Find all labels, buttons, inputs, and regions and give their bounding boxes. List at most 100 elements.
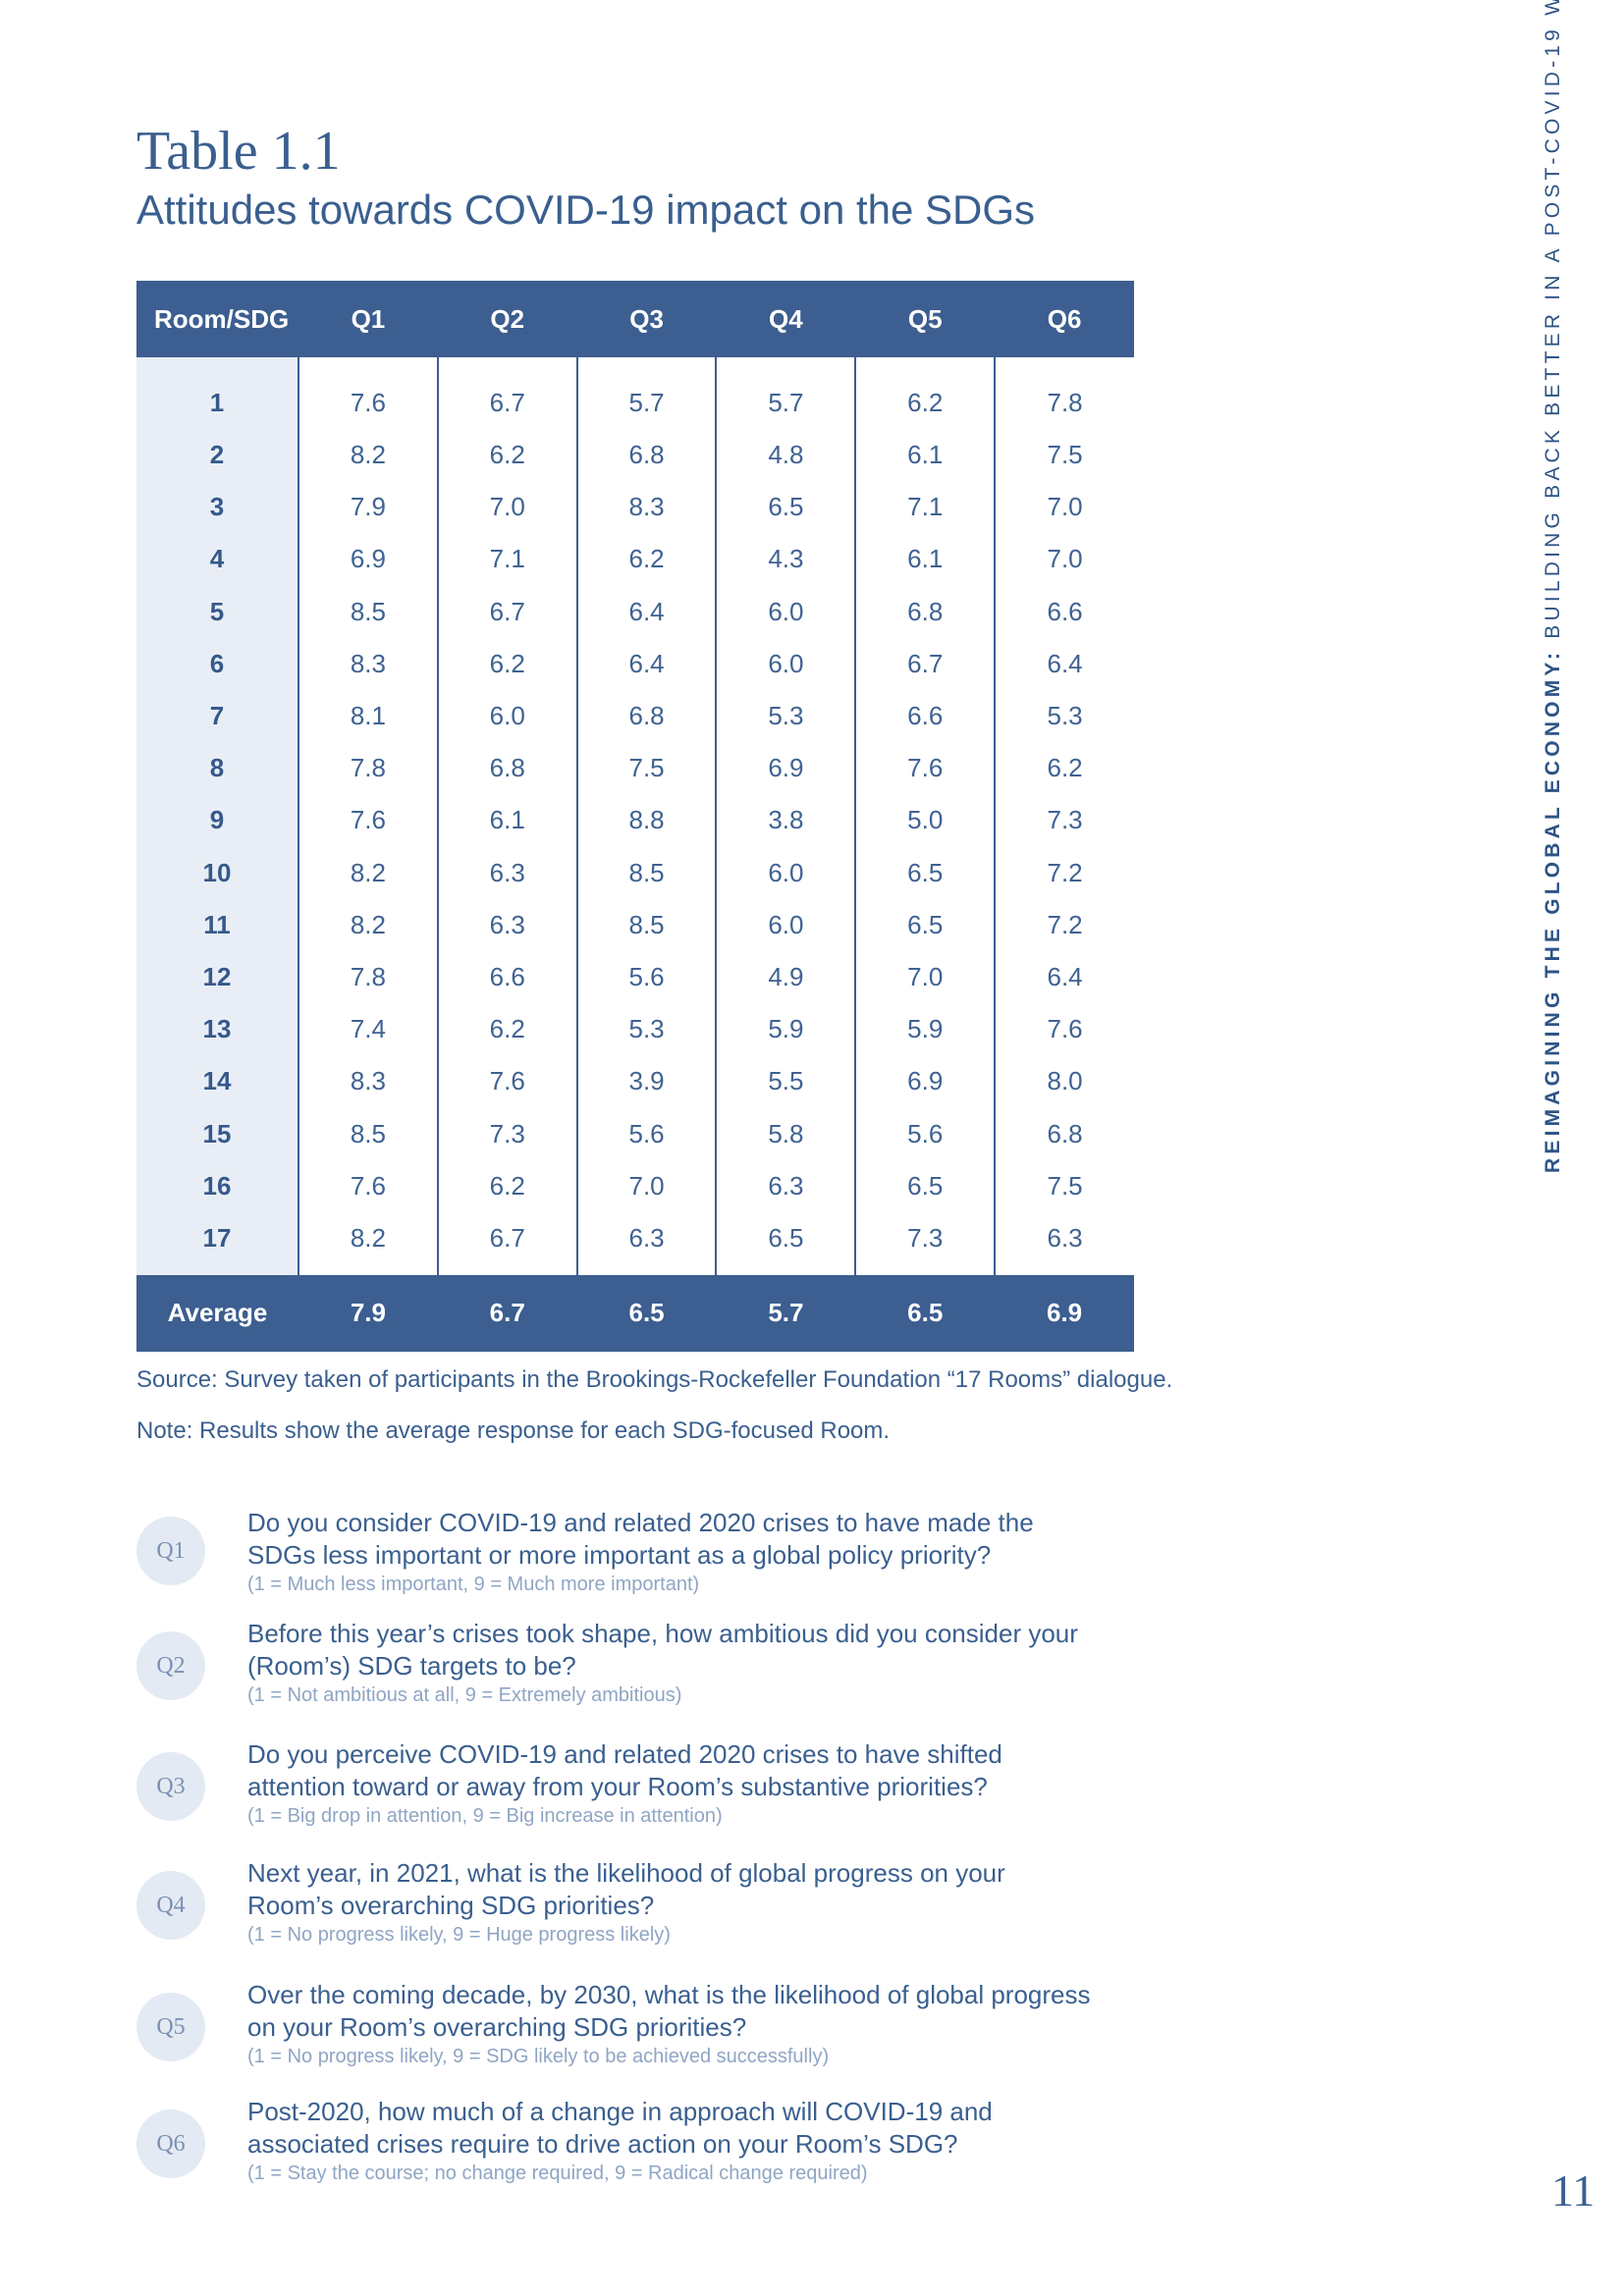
- score-cell-q1: 7.6: [298, 357, 438, 429]
- room-number: 8: [136, 742, 298, 795]
- average-q1: 7.9: [298, 1274, 438, 1352]
- room-number: 2: [136, 429, 298, 482]
- score-cell-q3: 5.3: [575, 1003, 717, 1056]
- room-number: 15: [136, 1107, 298, 1160]
- score-cell-q5: 6.8: [854, 585, 996, 638]
- table-body: 1 7.6 6.7 5.7 5.7 6.2 7.8 2 8.2 6.2 6.8 4.8 6.1 7.5 3 7…: [136, 357, 1134, 1275]
- score-cell-q1: 7.9: [298, 481, 438, 534]
- table-row: 5 8.5 6.7 6.4 6.0 6.8 6.6: [136, 585, 1134, 638]
- score-cell-q1: 8.3: [298, 637, 438, 690]
- average-q4: 5.7: [716, 1274, 856, 1352]
- score-cell-q4: 5.3: [715, 689, 856, 743]
- table-row: 16 7.6 6.2 7.0 6.3 6.5 7.5: [136, 1159, 1134, 1212]
- score-cell-q5: 6.6: [854, 689, 996, 743]
- score-cell-q1: 8.2: [298, 846, 438, 899]
- score-cell-q4: 6.5: [715, 1211, 856, 1275]
- room-number: 12: [136, 950, 298, 1004]
- score-cell-q6: 8.0: [994, 1055, 1134, 1108]
- running-header-bold: REIMAGINING THE GLOBAL ECONOMY:: [1542, 648, 1564, 1173]
- score-cell-q6: 6.4: [994, 950, 1134, 1004]
- score-cell-q6: 6.3: [994, 1211, 1134, 1275]
- score-cell-q4: 5.7: [715, 357, 856, 429]
- score-cell-q2: 6.1: [436, 794, 577, 847]
- score-cell-q2: 6.3: [436, 898, 577, 951]
- score-cell-q4: 6.0: [715, 585, 856, 638]
- table-row: 2 8.2 6.2 6.8 4.8 6.1 7.5: [136, 429, 1134, 482]
- running-header-rest: BUILDING BACK BETTER IN A POST-COVID-19 …: [1542, 0, 1564, 649]
- score-cell-q6: 7.8: [994, 357, 1134, 429]
- table-row: 15 8.5 7.3 5.6 5.8 5.6 6.8: [136, 1107, 1134, 1160]
- score-cell-q3: 7.5: [575, 742, 717, 795]
- score-cell-q3: 6.8: [575, 689, 717, 743]
- score-cell-q5: 6.2: [854, 357, 996, 429]
- score-cell-q3: 6.4: [575, 637, 717, 690]
- score-cell-q4: 6.3: [715, 1159, 856, 1212]
- score-cell-q2: 6.2: [436, 1003, 577, 1056]
- score-cell-q5: 7.1: [854, 481, 996, 534]
- score-cell-q2: 6.8: [436, 742, 577, 795]
- score-cell-q2: 6.2: [436, 637, 577, 690]
- score-cell-q3: 5.6: [575, 950, 717, 1004]
- question-badge: Q1: [136, 1517, 205, 1585]
- score-cell-q1: 8.2: [298, 898, 438, 951]
- question-text: Over the coming decade, by 2030, what is…: [247, 1980, 1091, 2042]
- room-number: 10: [136, 846, 298, 899]
- score-cell-q5: 6.5: [854, 1159, 996, 1212]
- score-cell-q6: 7.6: [994, 1003, 1134, 1056]
- score-cell-q1: 8.3: [298, 1055, 438, 1108]
- table-label: Table 1.1: [136, 121, 341, 182]
- score-cell-q6: 6.2: [994, 742, 1134, 795]
- table-row: 6 8.3 6.2 6.4 6.0 6.7 6.4: [136, 637, 1134, 690]
- question-badge: Q5: [136, 1993, 205, 2061]
- score-cell-q2: 7.6: [436, 1055, 577, 1108]
- score-cell-q6: 7.0: [994, 481, 1134, 534]
- table-row: 3 7.9 7.0 8.3 6.5 7.1 7.0: [136, 481, 1134, 534]
- table-row: 10 8.2 6.3 8.5 6.0 6.5 7.2: [136, 846, 1134, 899]
- table-row: 1 7.6 6.7 5.7 5.7 6.2 7.8: [136, 357, 1134, 429]
- room-number: 4: [136, 533, 298, 586]
- score-cell-q2: 6.7: [436, 357, 577, 429]
- score-cell-q3: 6.4: [575, 585, 717, 638]
- score-cell-q4: 6.0: [715, 637, 856, 690]
- score-cell-q3: 8.8: [575, 794, 717, 847]
- score-cell-q6: 5.3: [994, 689, 1134, 743]
- question-scale: (1 = Stay the course; no change required…: [247, 2163, 868, 2184]
- score-cell-q3: 6.3: [575, 1211, 717, 1275]
- question-text: Do you consider COVID-19 and related 202…: [247, 1508, 1034, 1570]
- question-scale: (1 = Big drop in attention, 9 = Big incr…: [247, 1805, 723, 1827]
- score-cell-q1: 8.2: [298, 1211, 438, 1275]
- table-row: 12 7.8 6.6 5.6 4.9 7.0 6.4: [136, 950, 1134, 1004]
- score-cell-q3: 6.2: [575, 533, 717, 586]
- score-cell-q2: 6.2: [436, 1159, 577, 1212]
- score-cell-q1: 7.4: [298, 1003, 438, 1056]
- question-badge: Q4: [136, 1871, 205, 1940]
- score-cell-q1: 8.5: [298, 1107, 438, 1160]
- room-number: 6: [136, 637, 298, 690]
- score-cell-q1: 8.5: [298, 585, 438, 638]
- room-number: 1: [136, 357, 298, 429]
- score-cell-q6: 7.2: [994, 898, 1134, 951]
- score-cell-q4: 4.8: [715, 429, 856, 482]
- score-cell-q6: 7.5: [994, 1159, 1134, 1212]
- score-cell-q1: 7.8: [298, 742, 438, 795]
- score-cell-q4: 6.0: [715, 846, 856, 899]
- score-cell-q3: 5.7: [575, 357, 717, 429]
- room-number: 11: [136, 898, 298, 951]
- score-cell-q6: 7.3: [994, 794, 1134, 847]
- score-cell-q5: 6.1: [854, 533, 996, 586]
- header-q4: Q4: [716, 281, 856, 357]
- source-note: Source: Survey taken of participants in …: [136, 1366, 1173, 1393]
- question-scale: (1 = Much less important, 9 = Much more …: [247, 1574, 700, 1595]
- table-row: 11 8.2 6.3 8.5 6.0 6.5 7.2: [136, 898, 1134, 951]
- table-row: 14 8.3 7.6 3.9 5.5 6.9 8.0: [136, 1055, 1134, 1108]
- question-badge: Q6: [136, 2109, 205, 2178]
- table-row: 4 6.9 7.1 6.2 4.3 6.1 7.0: [136, 533, 1134, 586]
- score-cell-q5: 6.5: [854, 898, 996, 951]
- score-cell-q4: 5.5: [715, 1055, 856, 1108]
- question-text: Do you perceive COVID-19 and related 202…: [247, 1739, 1002, 1801]
- question-scale: (1 = Not ambitious at all, 9 = Extremely…: [247, 1684, 682, 1706]
- score-cell-q2: 6.0: [436, 689, 577, 743]
- room-number: 9: [136, 794, 298, 847]
- score-cell-q2: 7.1: [436, 533, 577, 586]
- running-header: REIMAGINING THE GLOBAL ECONOMY: BUILDING…: [1542, 0, 1565, 1173]
